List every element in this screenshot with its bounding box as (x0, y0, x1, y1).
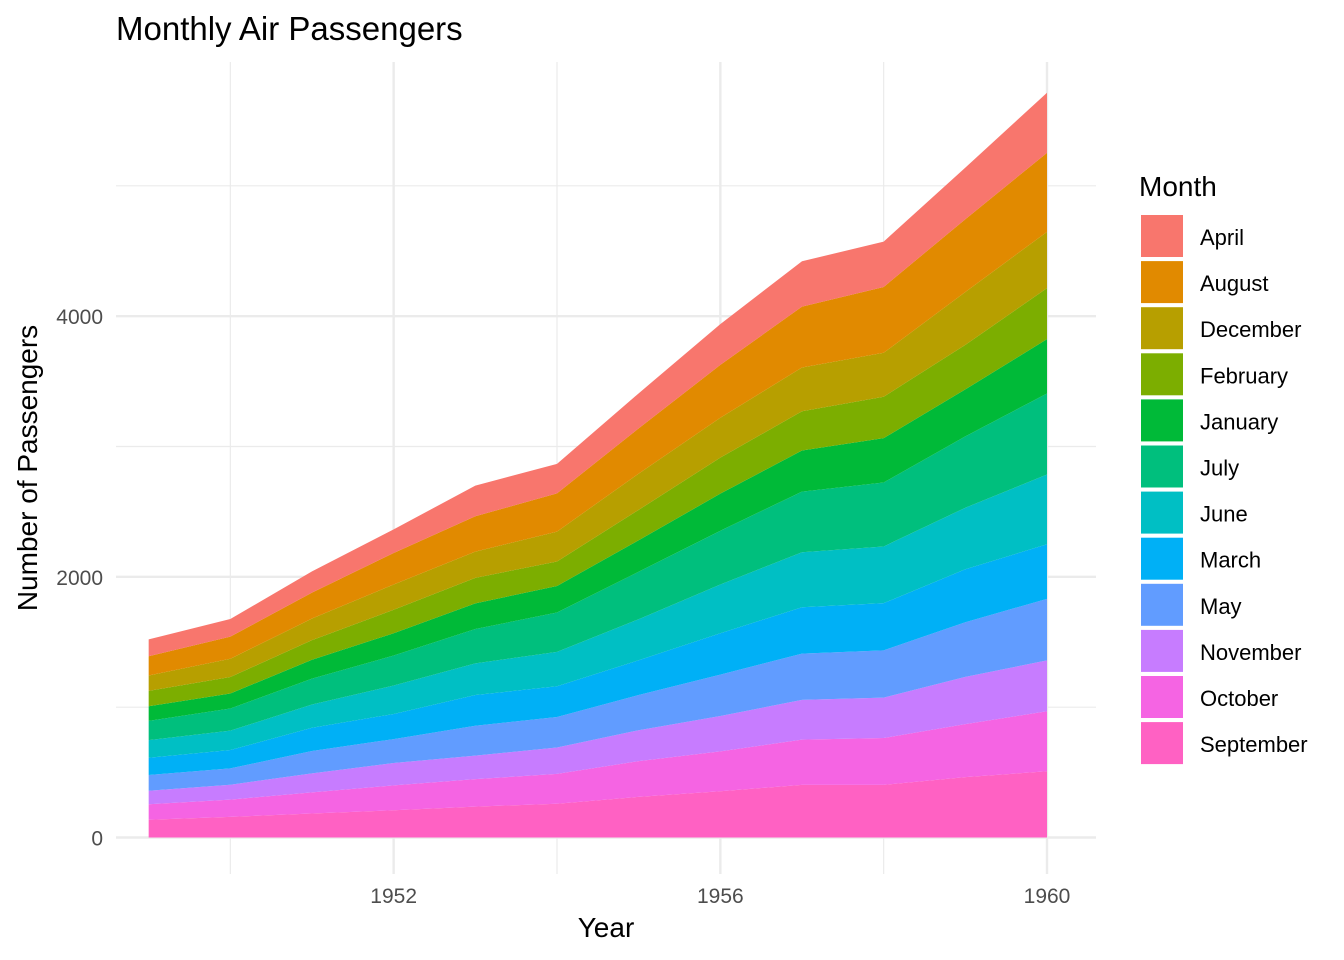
legend-label-march: March (1200, 548, 1261, 573)
x-tick-label: 1956 (697, 885, 744, 908)
legend-label-january: January (1200, 409, 1278, 434)
y-tick-label: 0 (91, 828, 103, 851)
legend-key-december (1141, 307, 1183, 350)
legend-label-november: November (1200, 640, 1301, 665)
y-axis-title: Number of Passengers (12, 325, 43, 611)
area-october (148, 711, 1048, 820)
area-september (148, 771, 1048, 838)
area-november (148, 660, 1048, 805)
x-axis-title: Year (578, 912, 635, 943)
legend-label-december: December (1200, 317, 1301, 342)
legend-key-march (1141, 537, 1183, 580)
area-may (148, 598, 1048, 791)
legend-label-october: October (1200, 686, 1278, 711)
legend-key-october (1141, 676, 1183, 718)
legend: Month April August December February January… (1139, 171, 1308, 765)
legend-label-june: June (1200, 502, 1248, 527)
legend-key-may (1141, 583, 1183, 626)
legend-label-february: February (1200, 363, 1288, 388)
legend-label-april: April (1200, 225, 1244, 250)
area-march (148, 544, 1048, 775)
x-tick-label: 1960 (1024, 885, 1071, 908)
legend-key-february (1141, 353, 1183, 396)
legend-label-july: July (1200, 456, 1239, 481)
legend-key-september (1141, 722, 1183, 765)
legend-key-april (1141, 215, 1183, 257)
legend-key-july (1141, 445, 1183, 488)
legend-key-august (1141, 261, 1183, 304)
legend-key-january (1141, 399, 1183, 442)
legend-label-may: May (1200, 594, 1242, 619)
legend-label-september: September (1200, 732, 1308, 757)
area-june (148, 474, 1048, 758)
axis-ticks: 0 2000 4000 1952 1956 1960 (56, 306, 1070, 908)
y-tick-label: 2000 (56, 567, 103, 590)
x-tick-label: 1952 (370, 885, 417, 908)
legend-title: Month (1139, 171, 1217, 202)
legend-key-november (1141, 629, 1183, 672)
stacked-areas (148, 92, 1048, 838)
y-tick-label: 4000 (56, 306, 103, 329)
legend-label-august: August (1200, 271, 1269, 296)
legend-key-june (1141, 491, 1183, 534)
chart-title: Monthly Air Passengers (116, 10, 463, 47)
